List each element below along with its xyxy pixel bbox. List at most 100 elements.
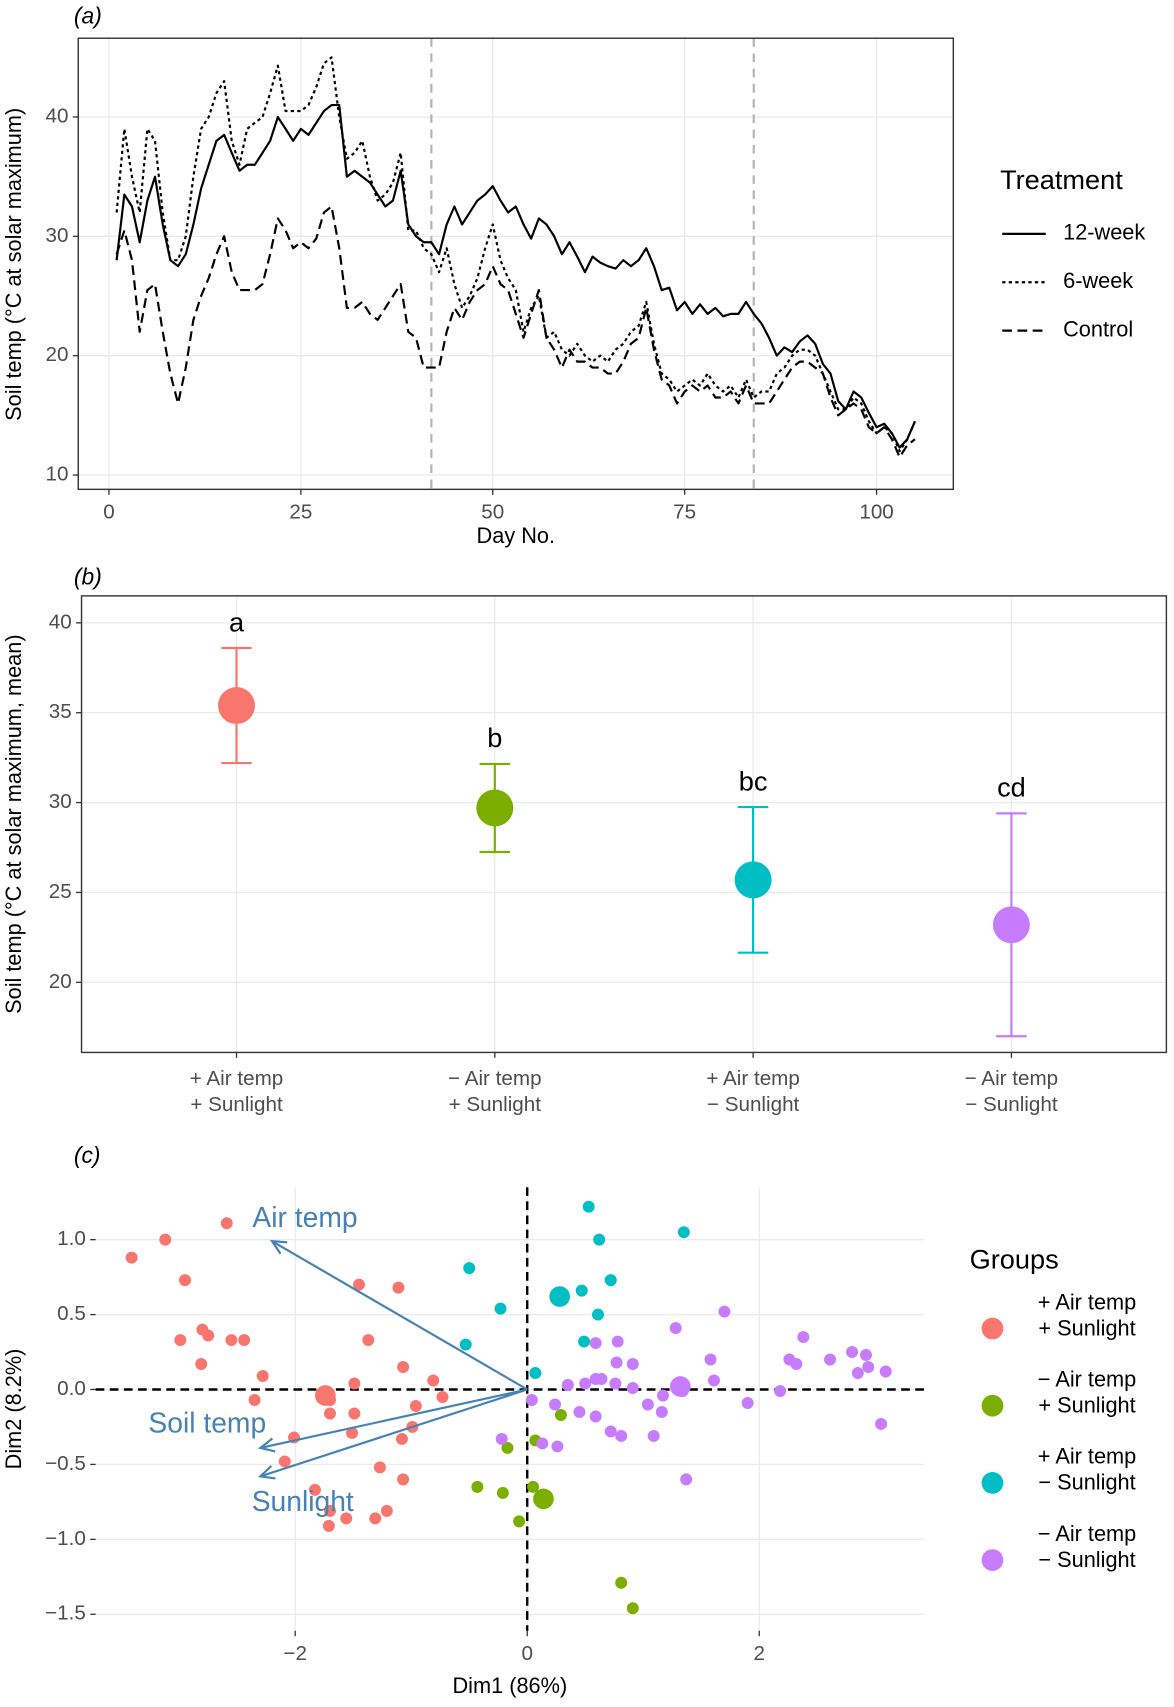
legend-label: Control [1063, 316, 1133, 341]
x-tick-label: − Sunlight [965, 1093, 1058, 1116]
point [397, 1361, 410, 1374]
point [527, 1480, 540, 1493]
y-tick-label: 20 [46, 343, 69, 366]
plot-border [80, 595, 1168, 1054]
x-tick-label: + Air temp [706, 1067, 800, 1090]
y-tick-label: 10 [46, 462, 69, 485]
point [392, 1281, 405, 1294]
group-label: a [229, 606, 245, 637]
point [859, 1349, 872, 1362]
point [575, 1284, 588, 1297]
mean-point [992, 906, 1030, 944]
plot-border [77, 37, 955, 491]
mean-point [734, 861, 772, 899]
point [322, 1519, 335, 1532]
point [604, 1425, 617, 1438]
x-tick-label: + Sunlight [449, 1093, 542, 1116]
y-tick-label: 30 [46, 224, 69, 247]
arrow-head [258, 1465, 276, 1480]
plot-background [78, 38, 954, 490]
y-tick-label: 1.0 [57, 1227, 86, 1250]
point [395, 1432, 408, 1445]
group-centroid [670, 1376, 691, 1397]
point [655, 1405, 668, 1418]
point [790, 1358, 803, 1371]
point [501, 1441, 514, 1454]
legend-label: − Sunlight [1038, 1470, 1135, 1495]
point [626, 1602, 639, 1615]
y-axis-title: Dim2 (8.2%) [1, 1349, 26, 1470]
point [879, 1365, 892, 1378]
point [362, 1334, 375, 1347]
point [373, 1461, 386, 1474]
x-tick-label: 50 [481, 501, 504, 524]
point [824, 1353, 836, 1366]
point [589, 1373, 602, 1385]
point [851, 1367, 864, 1379]
y-tick-label: −0.5 [45, 1452, 86, 1475]
point [656, 1389, 669, 1402]
point [436, 1391, 449, 1403]
point [348, 1377, 361, 1390]
x-tick-label: 2 [754, 1642, 765, 1665]
legend-title: Treatment [1000, 164, 1123, 195]
y-tick-label: −1.5 [45, 1602, 86, 1625]
point [248, 1394, 261, 1406]
point [471, 1480, 484, 1493]
legend-label: − Air temp [1038, 1366, 1136, 1391]
point [797, 1331, 810, 1344]
point [549, 1398, 562, 1411]
group-label: b [487, 722, 502, 753]
x-tick-label: + Air temp [190, 1067, 284, 1090]
group-centroid [315, 1385, 336, 1406]
panel: 10 20 30 40 0 25 50 75 100 Day No. Soil temp (°C a… [1, 3, 1145, 548]
point [680, 1473, 693, 1486]
x-tick-label: − Air temp [448, 1067, 542, 1090]
point [579, 1377, 592, 1390]
legend-key [981, 1394, 1004, 1417]
point [513, 1515, 526, 1528]
point [615, 1429, 628, 1442]
point [238, 1334, 251, 1347]
point [669, 1322, 682, 1335]
series-line [115, 103, 916, 449]
loading-arrow [260, 1388, 528, 1478]
group-label: bc [739, 765, 768, 796]
point [346, 1426, 359, 1439]
point [324, 1407, 336, 1420]
y-tick-label: 25 [49, 880, 72, 903]
point [459, 1338, 472, 1351]
point [463, 1262, 476, 1275]
legend-title: Groups [970, 1243, 1059, 1274]
panel-label: (c) [74, 1142, 101, 1168]
point [369, 1512, 382, 1525]
point [573, 1405, 586, 1418]
legend-label: 12-week [1063, 220, 1145, 245]
point [615, 1576, 628, 1589]
point [536, 1437, 549, 1450]
plot-background [95, 1187, 924, 1631]
point [592, 1308, 604, 1321]
point [846, 1346, 859, 1359]
y-tick-label: 40 [49, 610, 72, 633]
legend-label: + Sunlight [1038, 1315, 1135, 1340]
y-tick-label: 35 [49, 700, 72, 723]
group-centroid [549, 1286, 571, 1307]
point [677, 1226, 690, 1239]
point [159, 1233, 172, 1246]
point [704, 1353, 717, 1366]
point [174, 1334, 187, 1347]
point [125, 1251, 138, 1264]
panel-label: (b) [74, 564, 102, 590]
legend-label: 6-week [1063, 268, 1133, 293]
y-tick-label: 20 [49, 970, 72, 993]
x-tick-label: + Sunlight [190, 1093, 283, 1116]
arrow-head [257, 1437, 276, 1453]
point [647, 1429, 660, 1442]
point [409, 1400, 422, 1412]
legend-label: + Air temp [1038, 1289, 1136, 1314]
point [610, 1356, 623, 1369]
x-tick-label: −2 [283, 1642, 307, 1665]
y-axis-title: Soil temp (°C at solar maximum) [1, 108, 26, 421]
plot-background [81, 595, 1167, 1053]
